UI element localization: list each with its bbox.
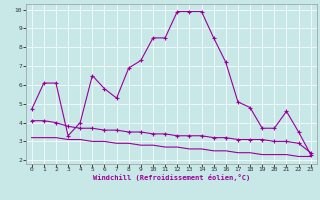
X-axis label: Windchill (Refroidissement éolien,°C): Windchill (Refroidissement éolien,°C) [92, 174, 250, 181]
